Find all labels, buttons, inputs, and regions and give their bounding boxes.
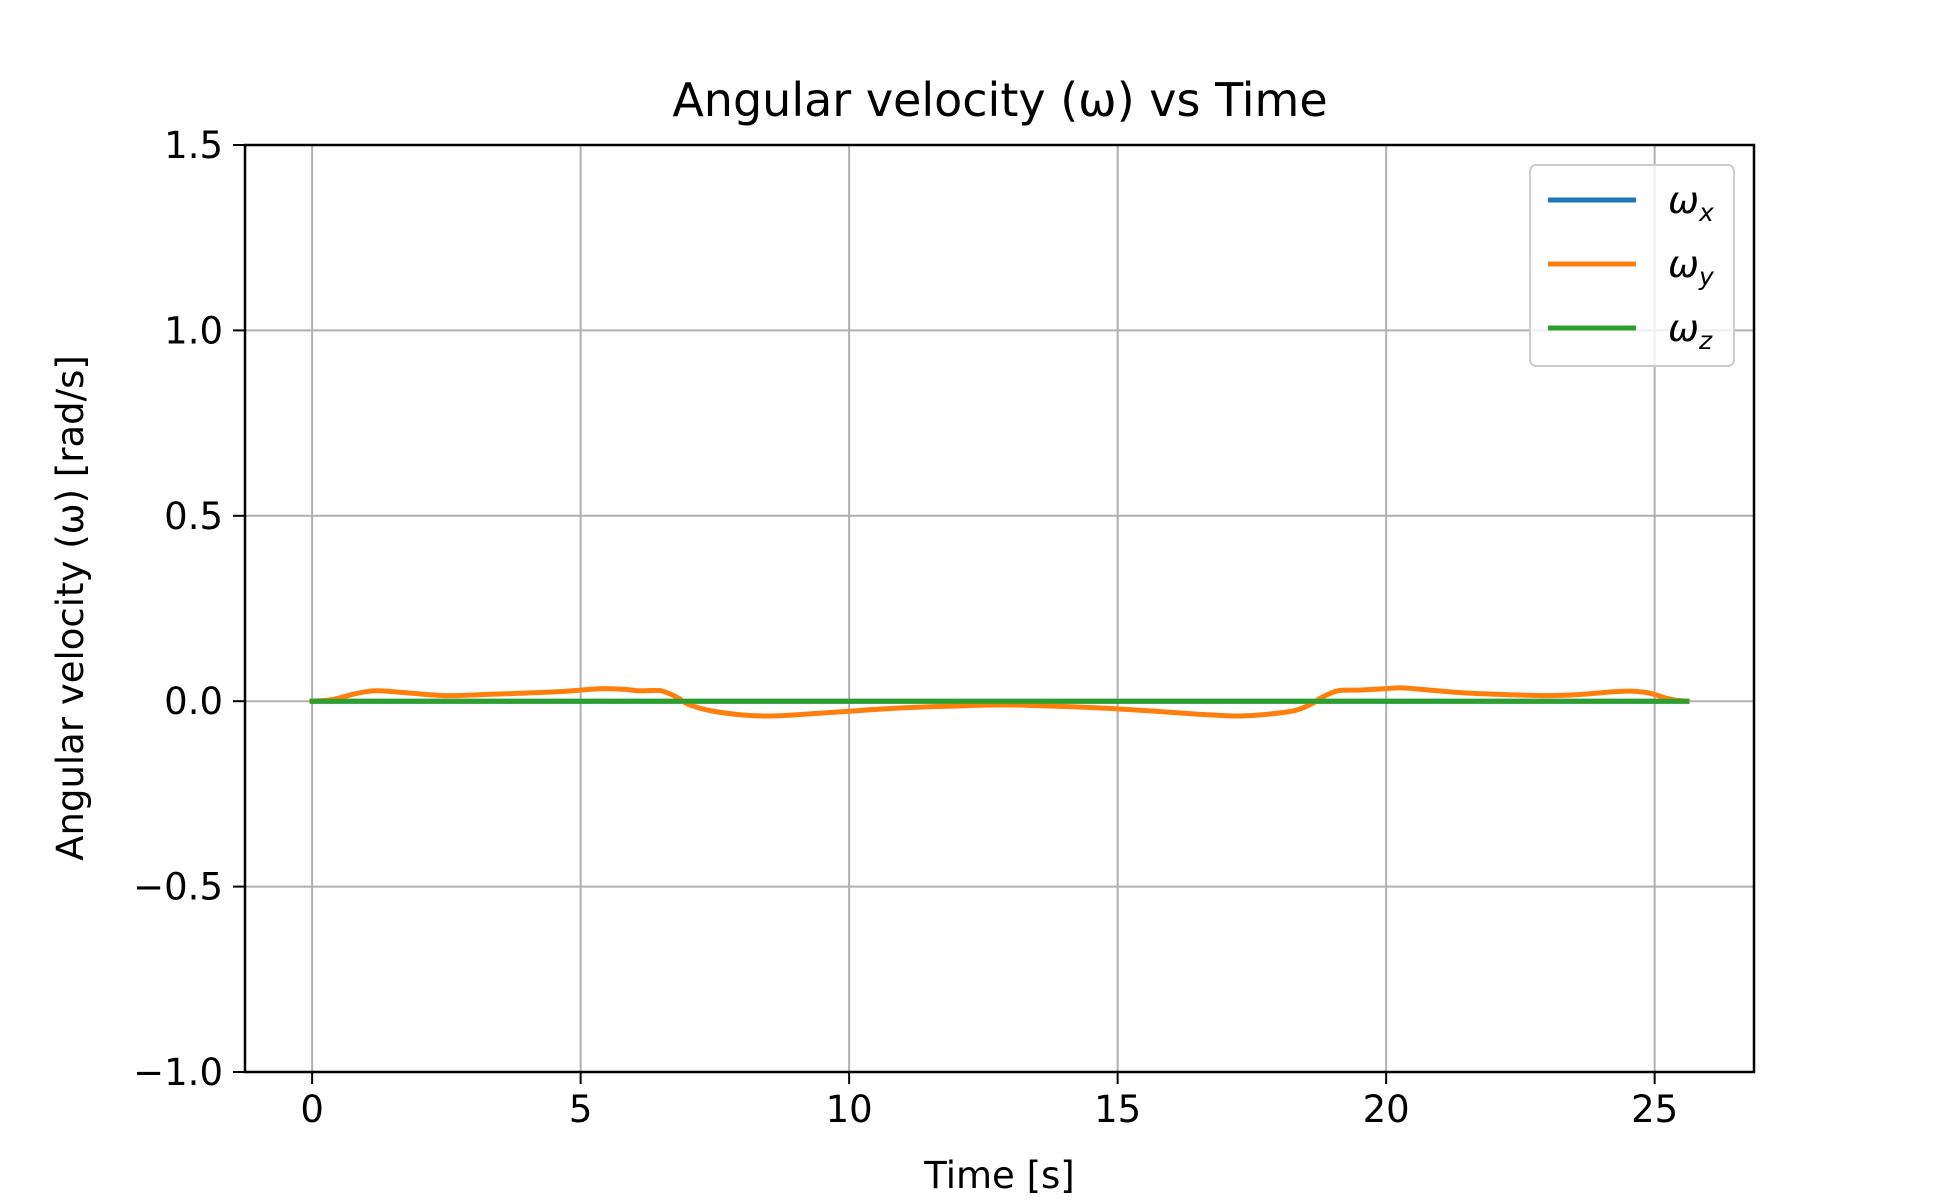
y-tick-label: 1.5 — [164, 124, 223, 167]
legend-subscript: z — [1698, 326, 1713, 355]
legend-subscript: x — [1698, 198, 1714, 227]
y-tick-label: 0.0 — [164, 680, 223, 723]
x-tick-label: 20 — [1363, 1088, 1410, 1131]
legend-subscript: y — [1698, 262, 1715, 291]
legend-symbol: ω — [1668, 179, 1699, 222]
plot-series — [309, 685, 1690, 719]
y-tick-label: 0.5 — [164, 495, 223, 538]
legend-label-omega-y: ωy — [1668, 243, 1715, 291]
x-tick-label: 25 — [1631, 1088, 1678, 1131]
x-tick-label: 15 — [1094, 1088, 1141, 1131]
chart-title: Angular velocity (ω) vs Time — [672, 73, 1327, 127]
legend-symbol: ω — [1668, 307, 1699, 350]
x-tick-label: 10 — [826, 1088, 873, 1131]
y-tick-label: 1.0 — [164, 309, 223, 352]
y-axis-label: Angular velocity (ω) [rad/s] — [49, 355, 92, 861]
x-tick-label: 0 — [300, 1088, 324, 1131]
y-tick-label: −0.5 — [133, 866, 223, 909]
y-tick-label: −1.0 — [133, 1051, 223, 1094]
legend-symbol: ω — [1668, 243, 1699, 286]
plot-frame — [243, 143, 1756, 1074]
legend-label-omega-x: ωx — [1668, 179, 1714, 227]
x-tick-label: 5 — [569, 1088, 593, 1131]
series-line-omega-y — [309, 685, 1690, 719]
axis-ticks: 0 5 10 15 20 25 1.5 1.0 0.5 0.0 −0.5 −1.0 — [133, 124, 1678, 1131]
x-axis-label: Time [s] — [923, 1154, 1074, 1197]
legend-label-omega-z: ωz — [1668, 307, 1713, 355]
